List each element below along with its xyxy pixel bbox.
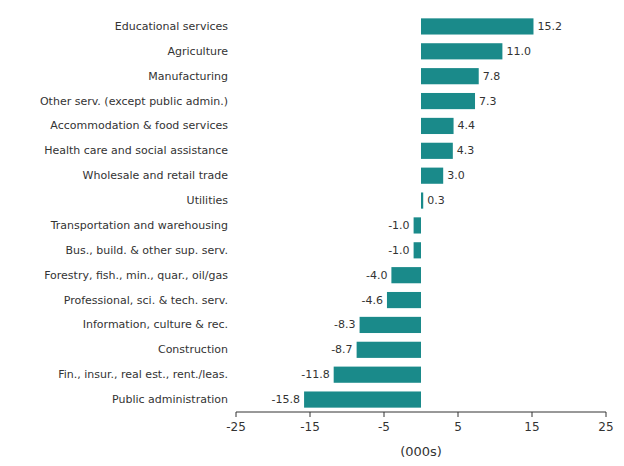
bar <box>421 43 502 59</box>
x-axis: -25 -15 -5 5 15 25 <box>226 412 613 434</box>
tick-label: 25 <box>598 420 613 434</box>
bar <box>421 143 453 159</box>
bar <box>421 93 475 109</box>
bar <box>421 118 454 134</box>
tick <box>532 412 533 417</box>
category-label: Wholesale and retail trade <box>83 169 229 182</box>
tick-label: 15 <box>524 420 539 434</box>
data-label: -11.8 <box>301 368 329 381</box>
tick-label: 5 <box>454 420 462 434</box>
bar <box>421 18 533 34</box>
category-label: Construction <box>158 343 228 356</box>
data-label: 15.2 <box>537 20 562 33</box>
bar <box>414 217 421 233</box>
tick <box>606 412 607 417</box>
data-label: 7.8 <box>483 70 501 83</box>
bar <box>421 68 479 84</box>
data-label: -1.0 <box>388 244 409 257</box>
data-label: -8.3 <box>334 318 355 331</box>
chart: -15.8-11.8-8.7-8.3-4.6-4.0-1.0-1.00.33.0… <box>0 0 624 466</box>
data-label: 4.4 <box>458 119 476 132</box>
bar <box>357 342 421 358</box>
data-label: -4.6 <box>361 294 382 307</box>
category-label: Agriculture <box>168 45 229 58</box>
data-labels: -15.8-11.8-8.7-8.3-4.6-4.0-1.0-1.00.33.0… <box>272 20 562 406</box>
data-label: -15.8 <box>272 393 300 406</box>
bar <box>387 292 421 308</box>
tick <box>310 412 311 417</box>
category-label: Educational services <box>115 20 228 33</box>
category-label: Accommodation & food services <box>50 119 228 132</box>
bar <box>334 367 421 383</box>
category-label: Manufacturing <box>148 70 228 83</box>
tick <box>384 412 385 417</box>
bar <box>414 242 421 258</box>
category-label: Bus., build. & other sup. serv. <box>65 244 228 257</box>
bar <box>421 192 423 208</box>
category-label: Transportation and warehousing <box>50 219 228 232</box>
y-axis: Public administration Fin., insur., real … <box>40 20 228 406</box>
data-label: -1.0 <box>388 219 409 232</box>
category-label: Utilities <box>187 194 229 207</box>
bar <box>421 168 443 184</box>
tick-label: -5 <box>378 420 390 434</box>
category-label: Forestry, fish., min., quar., oil/gas <box>44 269 228 282</box>
data-label: 4.3 <box>457 144 475 157</box>
bar <box>304 391 421 407</box>
bars <box>304 18 533 407</box>
category-label: Public administration <box>112 393 228 406</box>
category-label: Health care and social assistance <box>44 144 228 157</box>
tick-label: -25 <box>226 420 246 434</box>
data-label: -8.7 <box>331 343 352 356</box>
category-label: Professional, sci. & tech. serv. <box>64 294 228 307</box>
category-label: Information, culture & rec. <box>83 318 228 331</box>
tick <box>236 412 237 417</box>
x-axis-label: (000s) <box>400 444 442 459</box>
data-label: -4.0 <box>366 269 387 282</box>
bar <box>391 267 421 283</box>
category-label: Fin., insur., real est., rent./leas. <box>58 368 228 381</box>
data-label: 7.3 <box>479 95 497 108</box>
chart-container: -15.8-11.8-8.7-8.3-4.6-4.0-1.0-1.00.33.0… <box>0 0 624 466</box>
data-label: 11.0 <box>506 45 531 58</box>
axis-line <box>236 412 606 413</box>
tick-label: -15 <box>300 420 320 434</box>
data-label: 0.3 <box>427 194 445 207</box>
category-label: Other serv. (except public admin.) <box>40 95 228 108</box>
bar <box>360 317 421 333</box>
tick <box>458 412 459 417</box>
data-label: 3.0 <box>447 169 465 182</box>
